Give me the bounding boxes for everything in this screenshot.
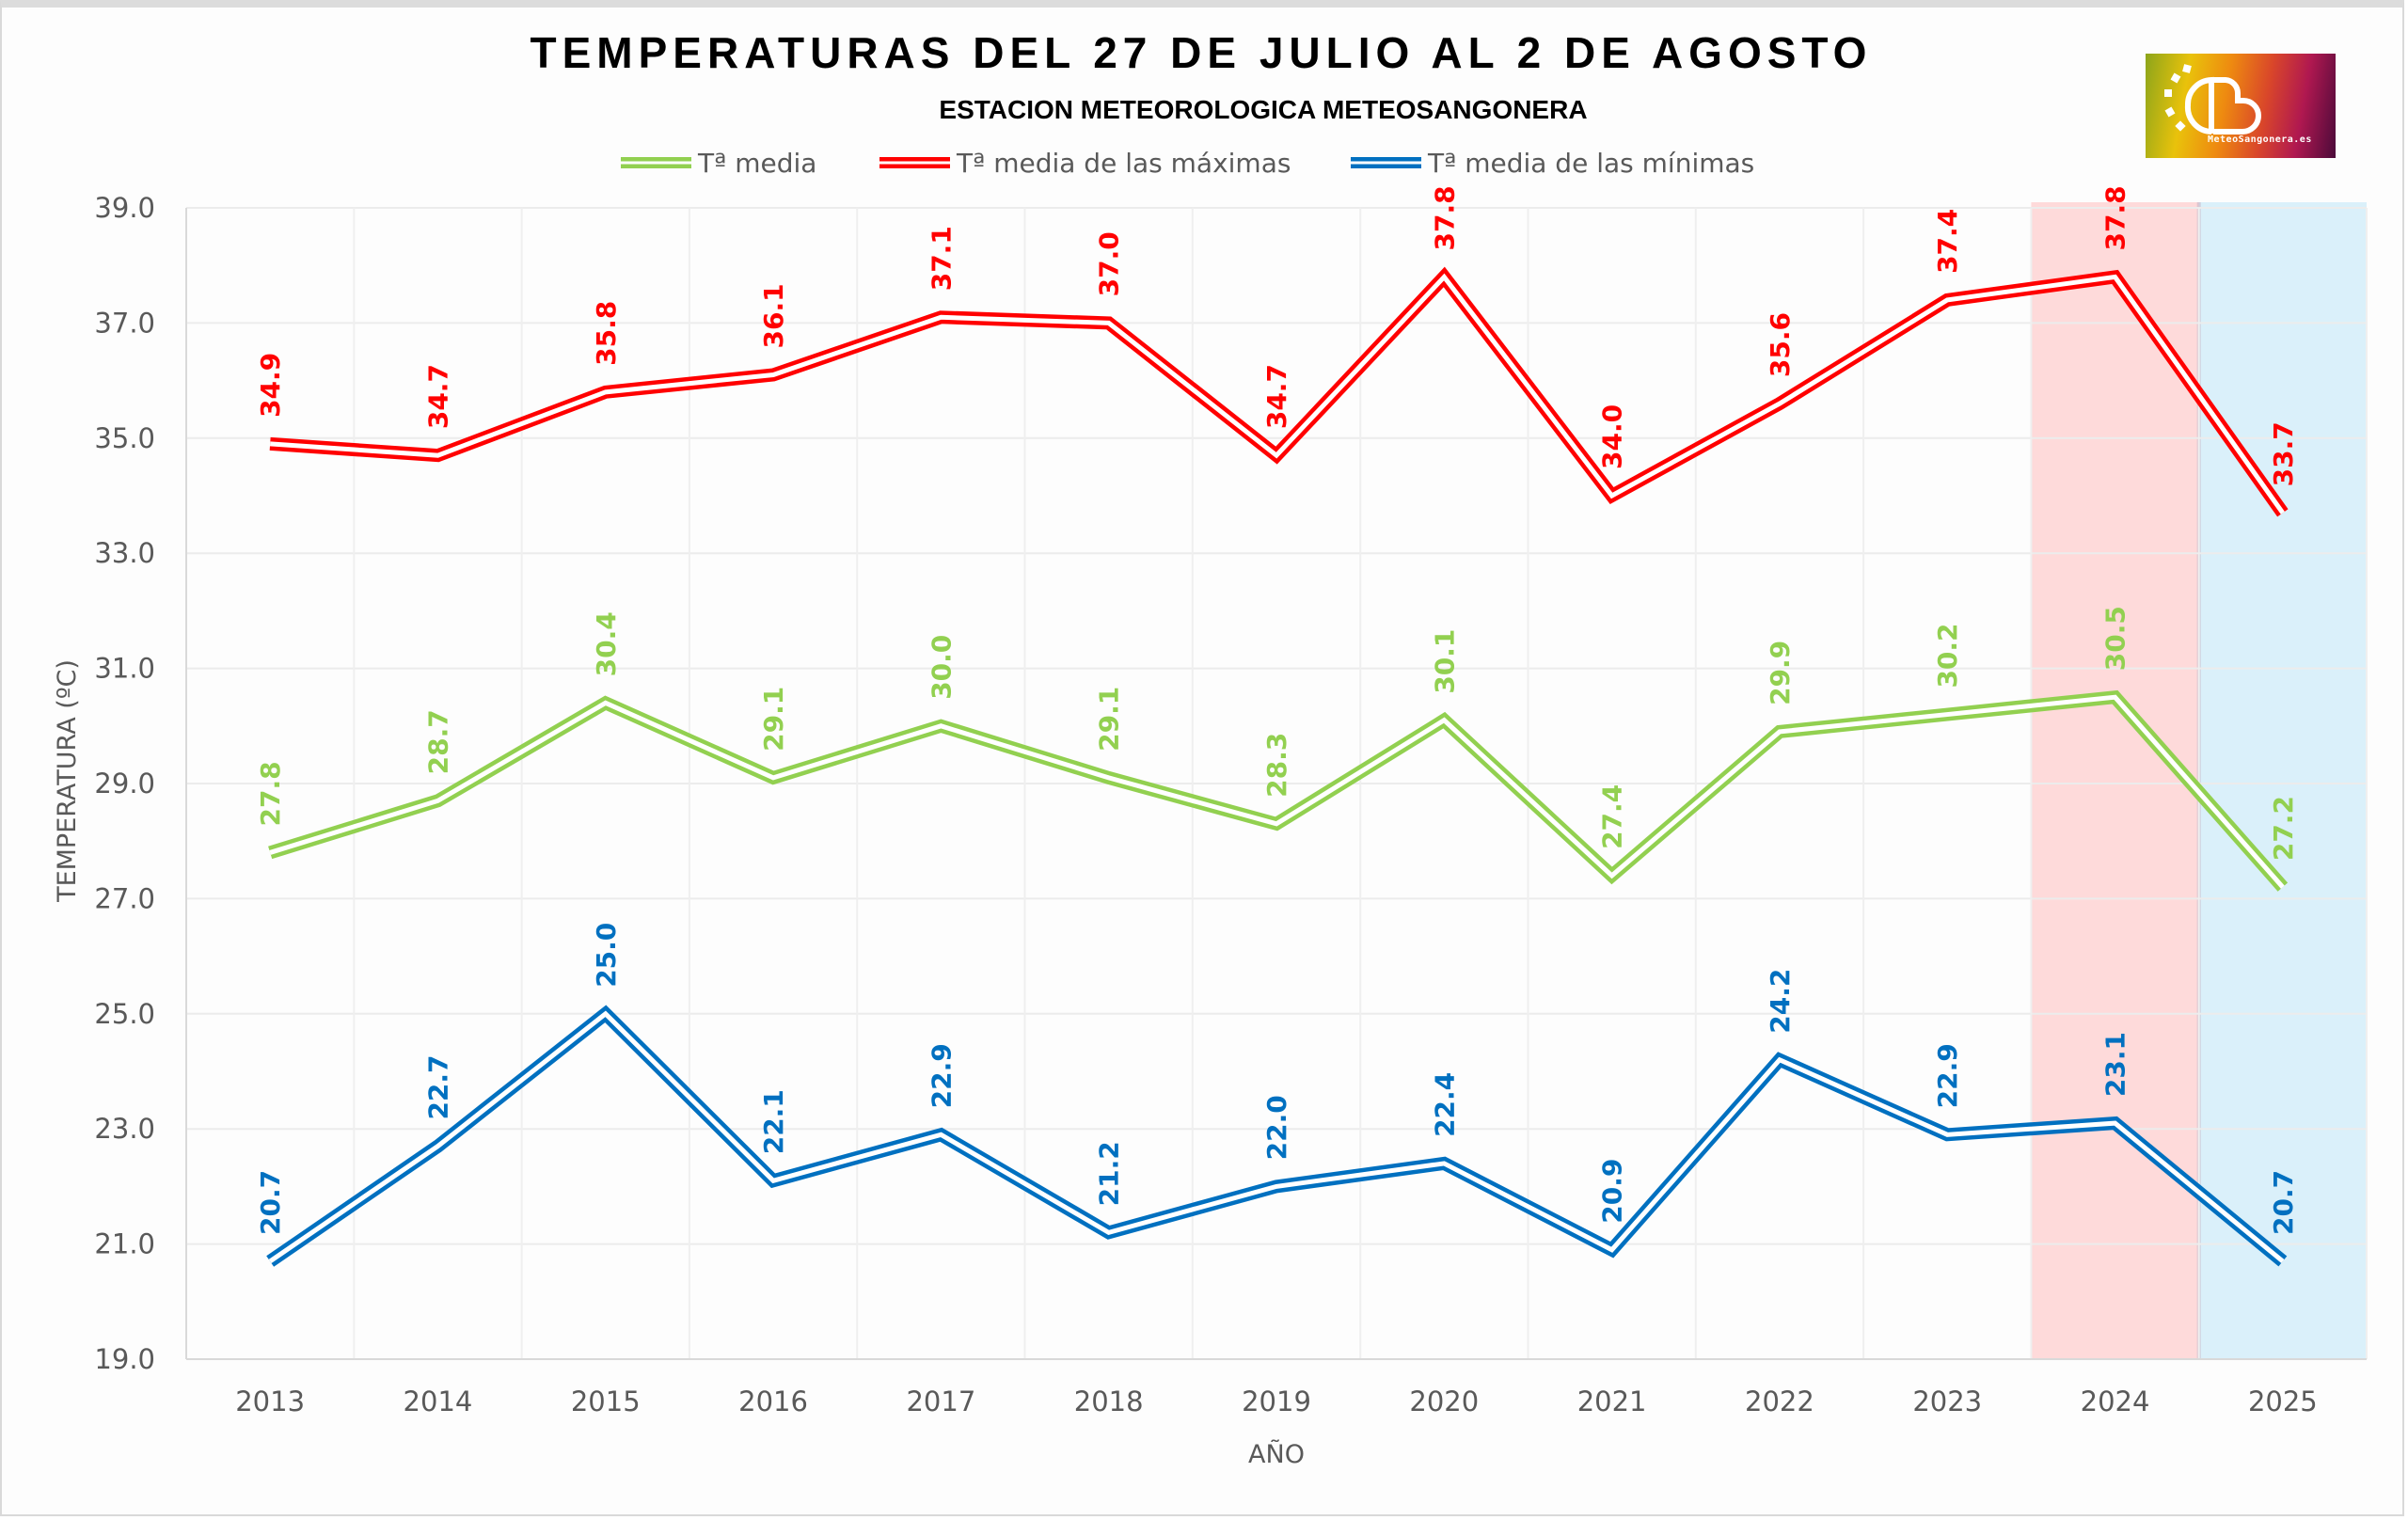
series-line-inner (268, 1010, 2285, 1264)
logo-text: MeteoSangonera.es (2208, 135, 2312, 145)
series-0 (268, 689, 2289, 892)
y-tick-label: 21.0 (94, 1228, 155, 1260)
data-label: 34.9 (255, 353, 286, 418)
data-label: 22.1 (758, 1089, 789, 1154)
series-line-inner (269, 273, 2285, 515)
data-label: 34.7 (1261, 364, 1292, 429)
x-tick-label: 2024 (2081, 1385, 2150, 1417)
data-label: 30.4 (591, 611, 622, 676)
meteosangonera-logo: MeteoSangonera.es (2146, 54, 2336, 158)
data-label: 29.1 (758, 687, 789, 752)
legend-label: Tª media de las máximas (956, 148, 1291, 179)
data-label: 22.9 (926, 1043, 957, 1108)
data-label: 30.2 (1932, 623, 1963, 688)
legend-item: Tª media de las mínimas (1351, 148, 1754, 179)
data-label: 24.2 (1765, 969, 1796, 1034)
x-tick-label: 2017 (906, 1385, 975, 1417)
y-tick-label: 29.0 (94, 768, 155, 800)
data-label: 30.5 (2100, 606, 2131, 671)
y-tick-label: 35.0 (94, 422, 155, 454)
x-tick-label: 2021 (1577, 1385, 1647, 1417)
data-label: 21.2 (1094, 1141, 1125, 1206)
data-label: 28.7 (422, 709, 453, 774)
x-tick-label: 2023 (1912, 1385, 1982, 1417)
y-tick-label: 33.0 (94, 537, 155, 569)
data-label: 30.0 (926, 635, 957, 700)
data-label: 37.8 (2100, 185, 2131, 250)
data-label: 22.4 (1429, 1072, 1460, 1137)
series-1 (269, 266, 2289, 517)
x-tick-label: 2013 (235, 1385, 305, 1417)
series-2 (266, 1005, 2288, 1267)
legend-item: Tª media (621, 148, 816, 179)
data-label: 20.7 (2268, 1170, 2299, 1235)
data-label: 30.1 (1429, 629, 1460, 694)
x-tick-label: 2020 (1409, 1385, 1479, 1417)
data-label: 27.8 (255, 761, 286, 826)
x-axis-ticks: 2013 2014 2015 2016 2017 2018 2019 2020 2021 2022… (235, 1385, 2318, 1417)
legend-item: Tª media de las máximas (879, 148, 1291, 179)
x-tick-label: 2014 (404, 1385, 473, 1417)
data-label: 20.7 (255, 1170, 286, 1235)
data-label: 27.2 (2268, 796, 2299, 861)
y-tick-label: 27.0 (94, 882, 155, 914)
legend-label: Tª media (697, 148, 816, 179)
y-tick-label: 39.0 (94, 192, 155, 224)
y-axis-ticks: 39.0 37.0 35.0 33.0 31.0 29.0 27.0 25.0 23.0 21.0… (94, 192, 155, 1375)
highlight-band-2024 (2031, 202, 2199, 1359)
legend: Tª media Tª media de las máximas Tª media … (621, 148, 1754, 179)
highlight-band-2025 (2198, 202, 2367, 1359)
data-label: 34.7 (422, 364, 453, 429)
data-label: 37.1 (926, 226, 957, 291)
data-label: 27.4 (1597, 784, 1628, 849)
x-tick-label: 2019 (1242, 1385, 1311, 1417)
x-tick-label: 2022 (1745, 1385, 1814, 1417)
chart-title: TEMPERATURAS DEL 27 DE JULIO AL 2 DE AGO… (531, 28, 1873, 77)
data-label: 35.8 (591, 301, 622, 366)
x-tick-label: 2016 (738, 1385, 808, 1417)
y-axis-title: TEMPERATURA (ºC) (53, 659, 82, 903)
series-line-inner (269, 694, 2285, 889)
data-label: 35.6 (1765, 312, 1796, 377)
data-label: 29.9 (1765, 641, 1796, 705)
y-tick-label: 19.0 (94, 1343, 155, 1375)
data-label: 28.3 (1261, 733, 1292, 798)
data-label: 34.0 (1597, 404, 1628, 469)
series-lines (266, 266, 2289, 1267)
data-label: 20.9 (1597, 1159, 1628, 1224)
data-label: 23.1 (2100, 1032, 2131, 1097)
data-label: 29.1 (1094, 687, 1125, 752)
legend-label: Tª media de las mínimas (1427, 148, 1754, 179)
x-axis-title: AÑO (1248, 1439, 1305, 1469)
data-label: 22.0 (1261, 1095, 1292, 1160)
sun-cloud-icon (2164, 64, 2262, 135)
y-tick-label: 23.0 (94, 1113, 155, 1145)
y-tick-label: 31.0 (94, 653, 155, 685)
data-label: 36.1 (758, 283, 789, 348)
data-label: 25.0 (591, 923, 622, 988)
x-tick-label: 2015 (571, 1385, 641, 1417)
chart-subtitle: ESTACION METEOROLOGICA METEOSANGONERA (939, 95, 1587, 124)
data-label: 37.0 (1094, 231, 1125, 296)
x-tick-label: 2025 (2248, 1385, 2318, 1417)
data-label: 37.4 (1932, 209, 1963, 274)
x-tick-label: 2018 (1074, 1385, 1144, 1417)
y-tick-label: 37.0 (94, 307, 155, 339)
data-label: 37.8 (1429, 185, 1460, 250)
data-label: 22.7 (422, 1054, 453, 1119)
data-labels: 27.8 28.7 30.4 29.1 30.0 29.1 28.3 30.1 27.4 29.9… (255, 185, 2299, 1235)
data-label: 33.7 (2268, 421, 2299, 486)
y-tick-label: 25.0 (94, 998, 155, 1030)
data-label: 22.9 (1932, 1043, 1963, 1108)
